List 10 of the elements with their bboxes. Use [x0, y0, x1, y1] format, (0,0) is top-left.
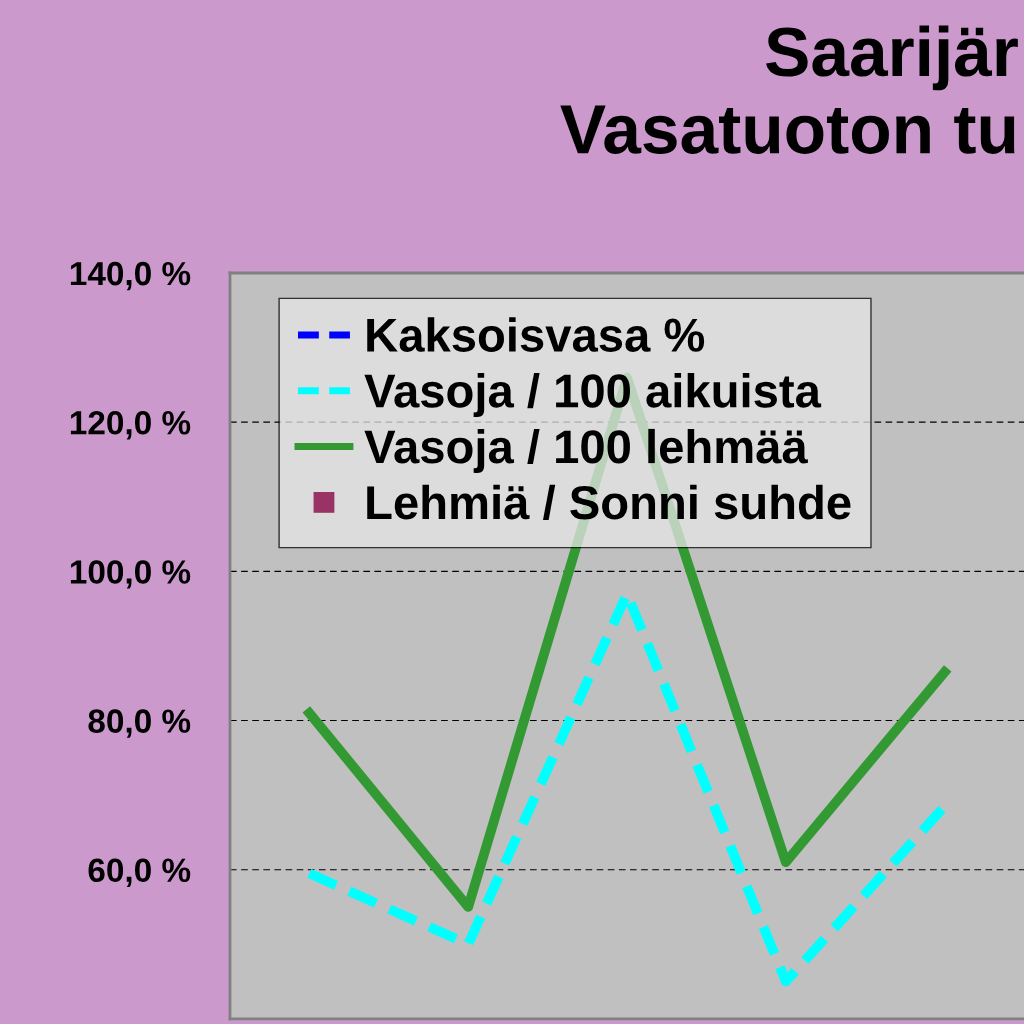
legend-label: Vasoja / 100 lehmää: [364, 428, 808, 473]
chart-title: Saarijär Vasatuoton tu: [560, 25, 1018, 154]
y-tick-label: 60,0 %: [88, 858, 191, 887]
y-tick-label: 80,0 %: [88, 709, 191, 738]
y-tick-label: 120,0 %: [70, 410, 191, 440]
legend-label: Kaksoisvasa %: [367, 317, 705, 352]
legend-label: Lehmiä / Sonni suhde: [367, 484, 851, 520]
y-tick-label: 100,0 %: [70, 560, 191, 589]
legend-label: Vasoja / 100 aikuista: [364, 373, 822, 418]
y-tick-label: 140,0 %: [70, 261, 191, 291]
